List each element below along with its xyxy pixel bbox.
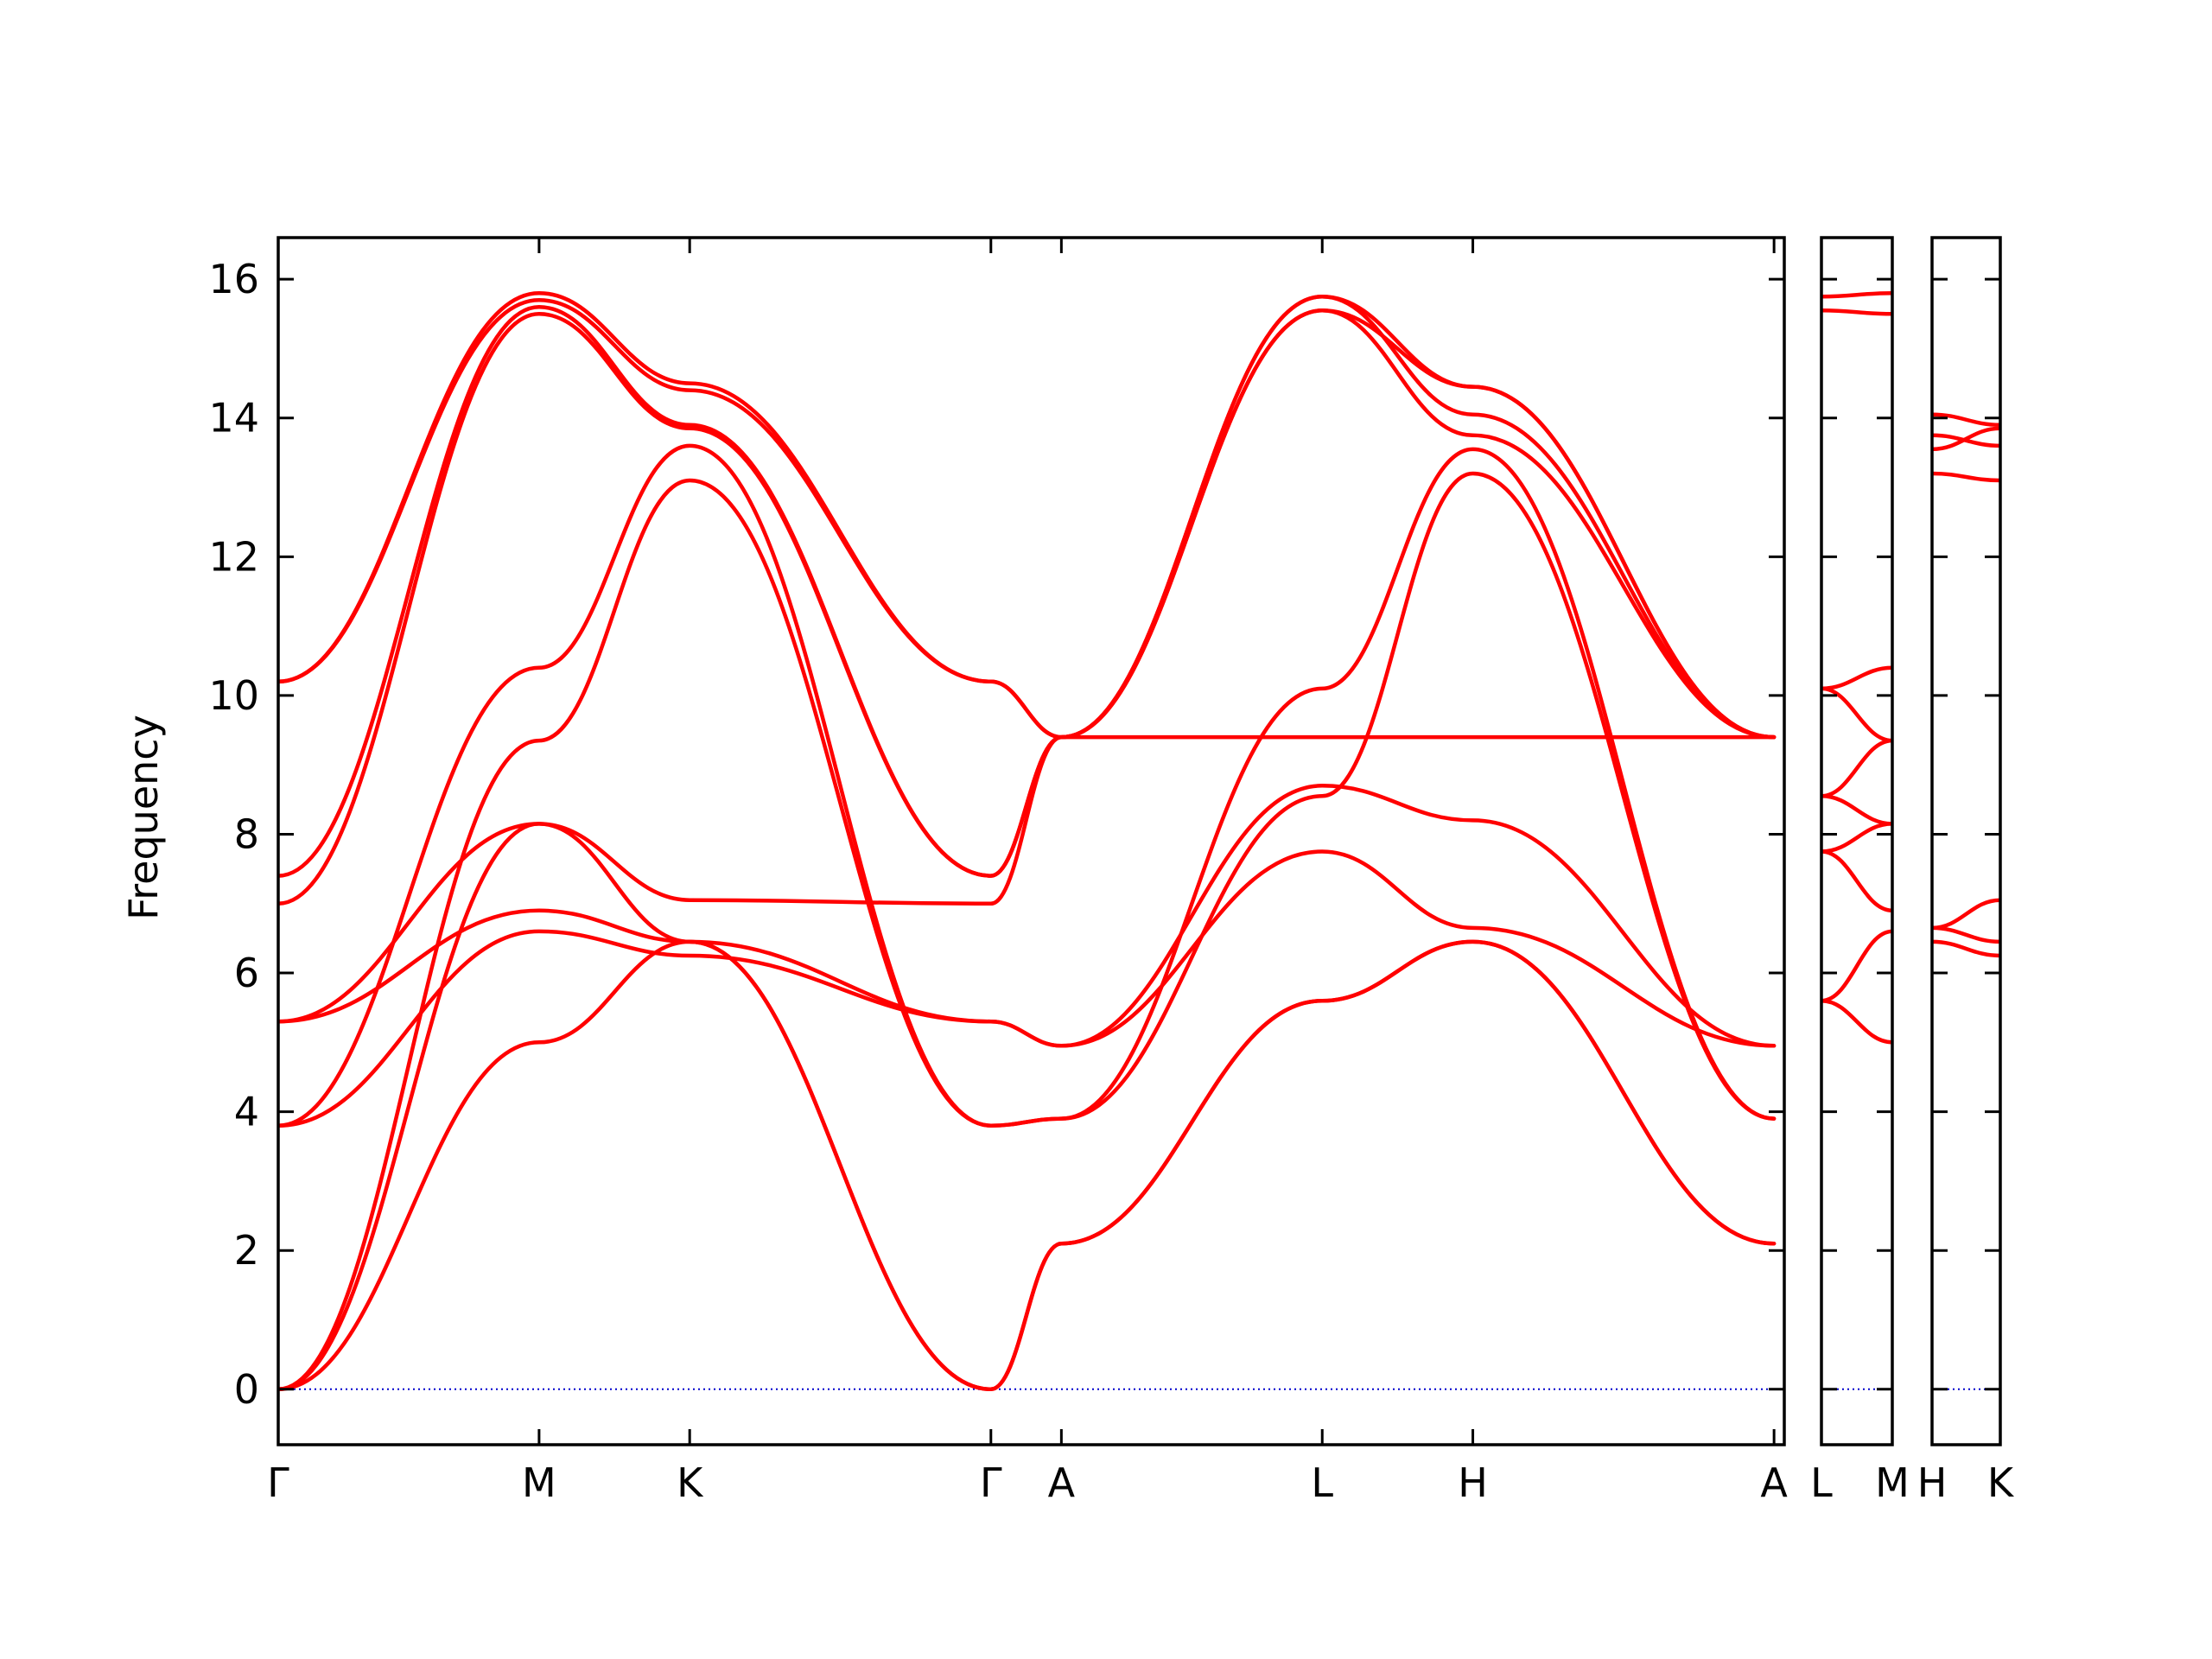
phonon-branch [278,784,1777,1048]
x-tick-label: M [522,1459,556,1506]
y-tick-label: 2 [234,1227,259,1274]
phonon-branch [278,734,1777,1024]
x-tick-label: K [1987,1459,2015,1506]
y-tick-label: 4 [234,1089,259,1135]
y-tick-label: 0 [234,1366,259,1413]
phonon-branch [1821,686,1892,743]
x-tick-label: H [1917,1459,1948,1506]
panel-frame [276,236,1786,1446]
x-tick-label: A [1760,1459,1788,1506]
y-axis-label: Frequency [120,715,167,920]
x-tick-label: H [1458,1459,1488,1506]
phonon-branch [1932,433,2000,448]
y-tick-label: 16 [208,256,259,302]
phonon-branch [1932,471,2000,483]
phonon-branch [278,290,1777,740]
x-tick-label: A [1048,1459,1076,1506]
phonon-branch [1821,738,1892,798]
phonon-branch [1821,998,1892,1045]
phonon-branch [278,294,1777,878]
panel-frame [1930,236,2002,1446]
phonon-branch [1821,929,1892,1003]
y-tick-label: 6 [234,950,259,996]
branches-group [1821,290,1892,1045]
phonon-branch [1821,665,1892,691]
phonon-branch [1821,849,1892,913]
x-tick-label: L [1311,1459,1333,1506]
phonon-branch [1932,412,2000,428]
phonon-branch [278,822,1777,1392]
phonon-branch [1932,939,2000,958]
y-tick-label: 12 [208,533,259,580]
panel-frame [1820,236,1894,1446]
y-tick-label: 8 [234,810,259,857]
phonon-branch [1821,794,1892,826]
x-tick-label: K [677,1459,704,1506]
y-tick-label: 14 [208,395,259,442]
y-tick-label: 10 [208,672,259,719]
branches-group [278,290,1777,1392]
phonon-branch [1821,308,1892,316]
branches-group [1932,412,2000,958]
phonon-branch [1932,898,2000,931]
phonon-branch [1821,290,1892,299]
x-tick-label: M [1875,1459,1910,1506]
x-tick-label: Γ [267,1459,289,1506]
x-tick-label: L [1810,1459,1833,1506]
x-tick-label: Γ [980,1459,1002,1506]
phonon-branch [278,443,1777,1128]
